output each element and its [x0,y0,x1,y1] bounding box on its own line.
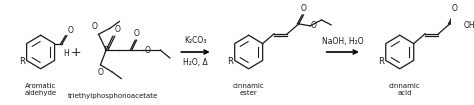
Text: H: H [63,49,69,58]
Text: cinnamic
acid: cinnamic acid [389,83,420,96]
Text: O: O [144,46,150,54]
Text: R: R [19,57,25,66]
Text: +: + [71,45,81,58]
Text: OH: OH [464,21,474,30]
Text: H₂O, Δ: H₂O, Δ [183,58,208,67]
Text: P: P [104,46,109,54]
Text: Aromatic
aldehyde: Aromatic aldehyde [25,83,57,96]
Text: O: O [68,26,74,35]
Text: O: O [452,4,457,13]
Text: K₂CO₃: K₂CO₃ [184,36,207,45]
Text: triethylphosphonoacetate: triethylphosphonoacetate [68,93,158,99]
Text: O: O [134,29,139,38]
Text: R: R [227,57,233,66]
Text: NaOH, H₂O: NaOH, H₂O [322,37,364,46]
Text: O: O [115,25,120,34]
Text: O: O [92,22,98,31]
Text: O: O [98,68,103,77]
Text: cinnamic
ester: cinnamic ester [233,83,264,96]
Text: R: R [378,57,384,66]
Text: O: O [311,21,317,30]
Text: O: O [301,4,307,13]
